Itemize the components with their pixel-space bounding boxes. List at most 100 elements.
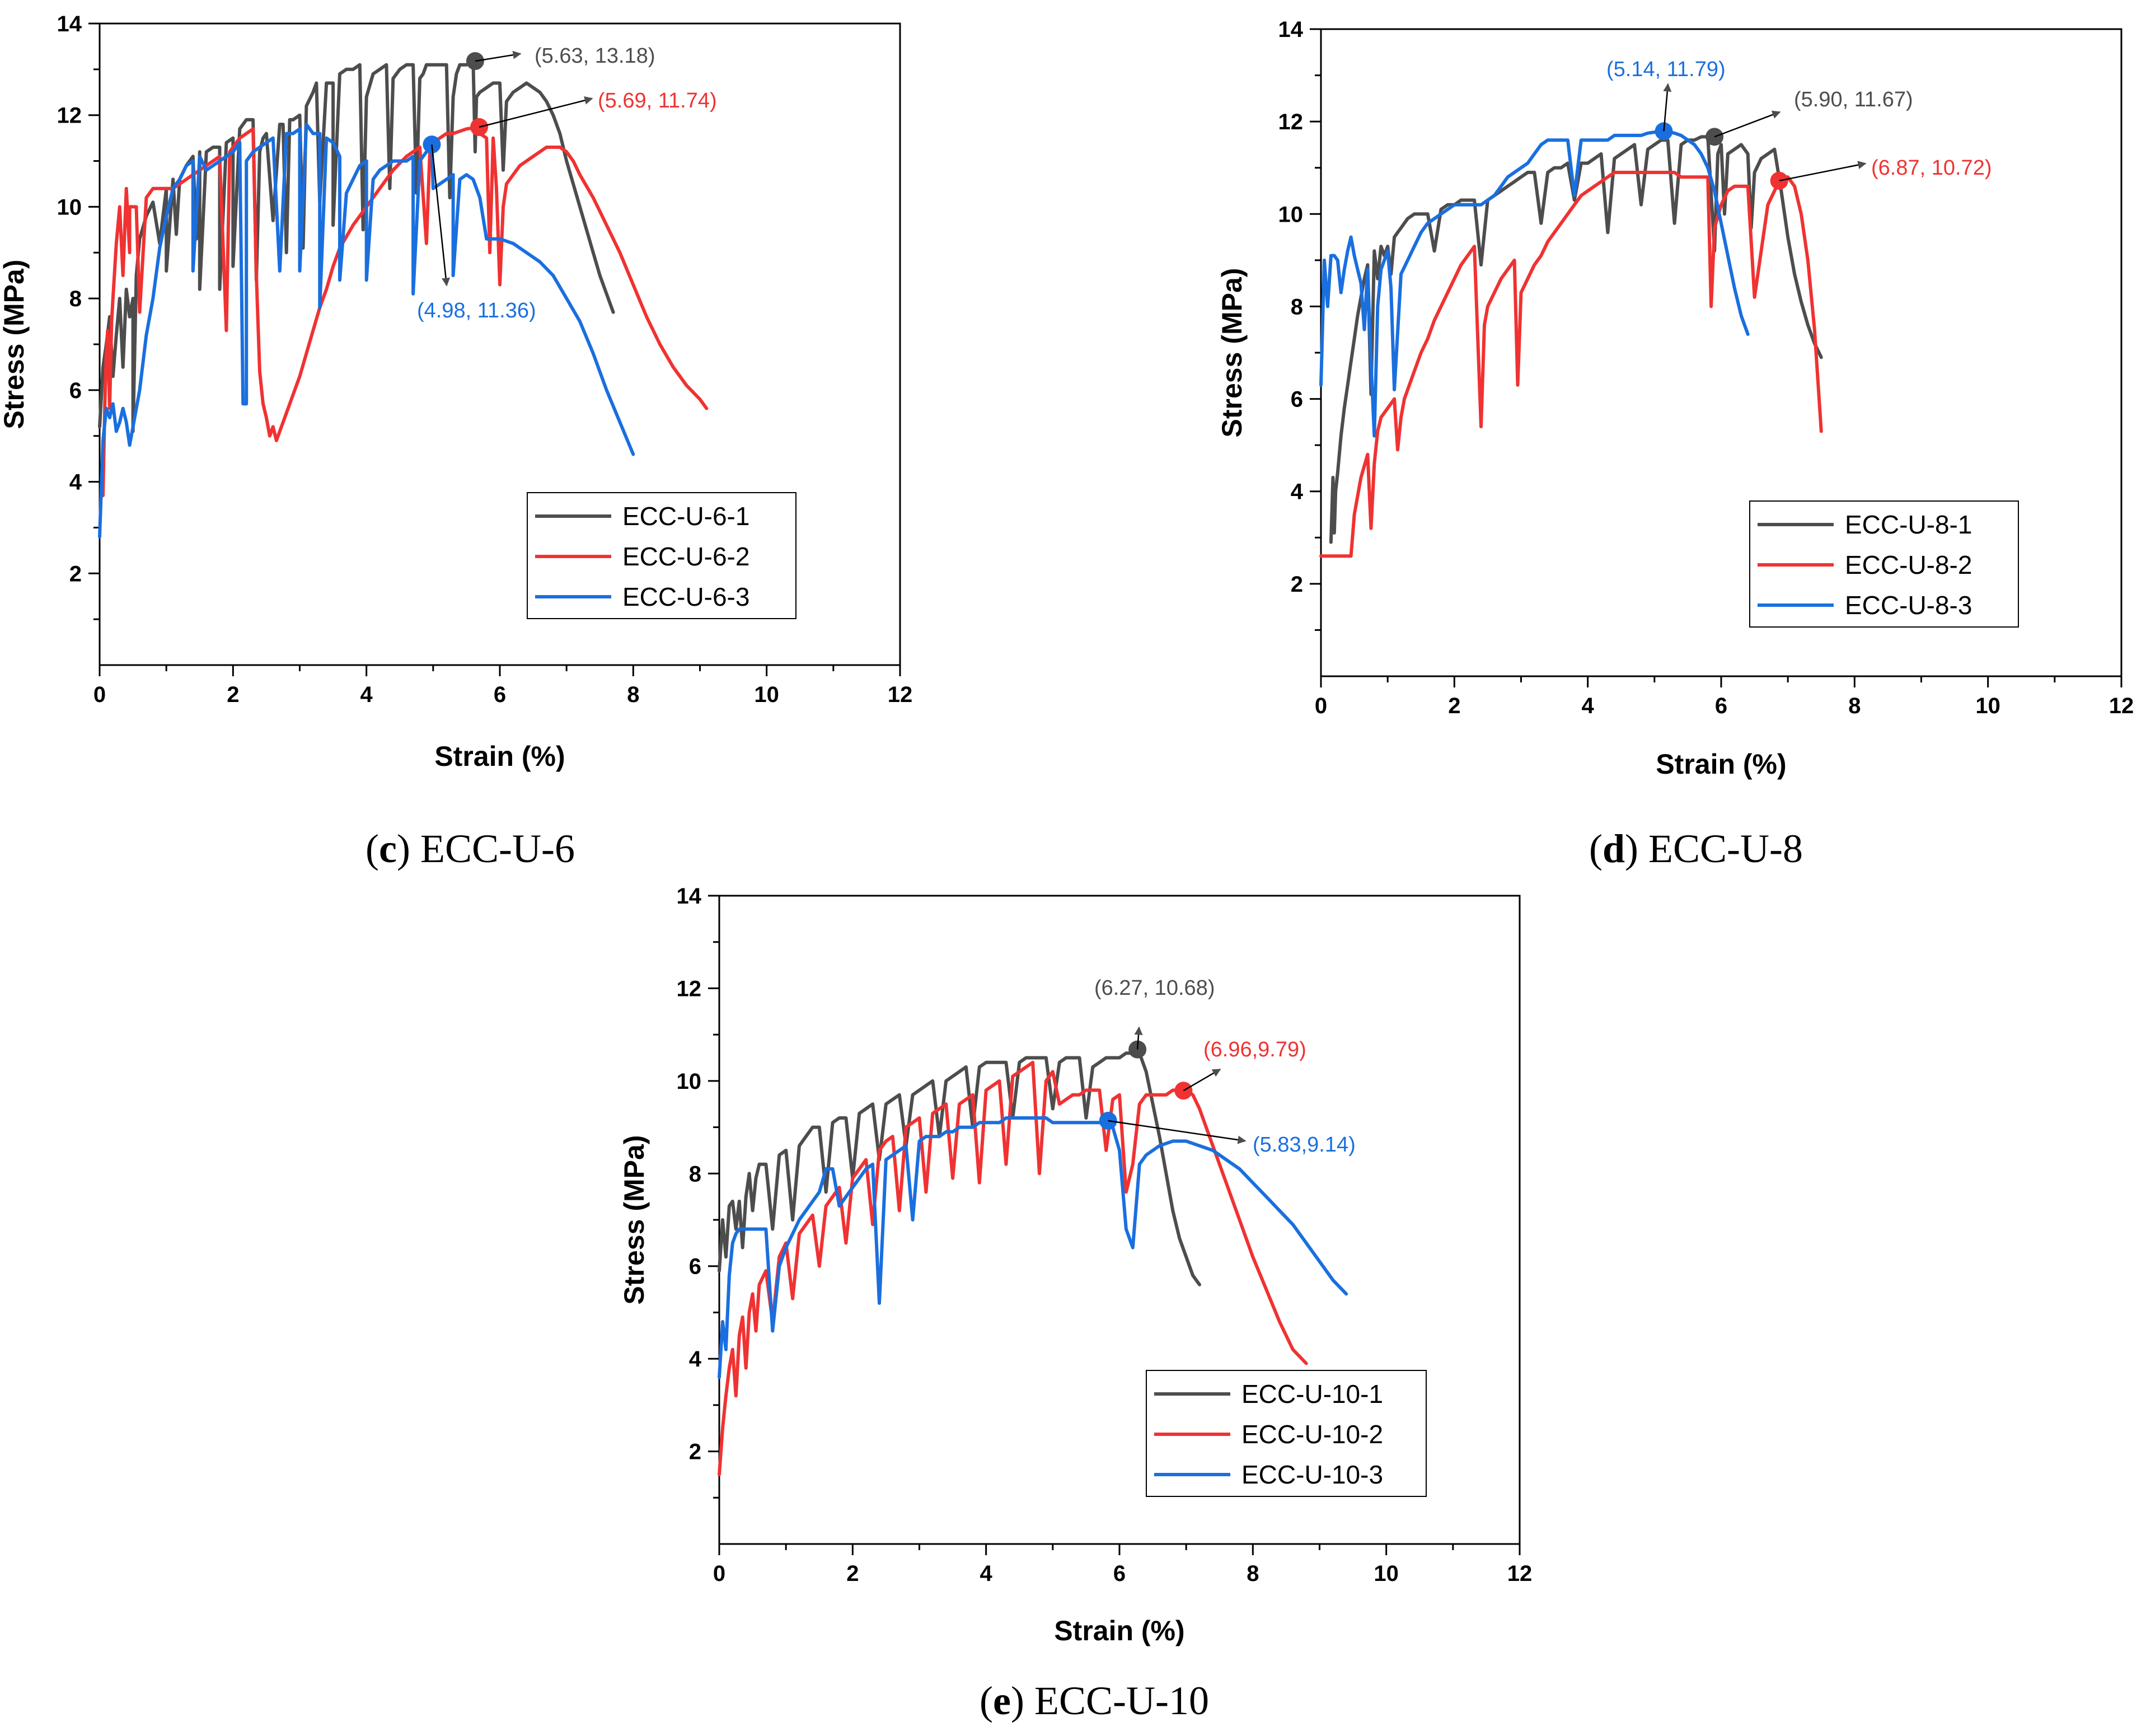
caption-text: ECC-U-10 — [1024, 1678, 1209, 1723]
caption-paren-open: ( — [980, 1678, 993, 1723]
chart-ecc-u-10: 0 2 4 6 8 10 12 2 4 6 8 10 12 14 Strain (%) Stress (MPa… — [619, 884, 1532, 1723]
y-tick-label: 14 — [1278, 17, 1304, 42]
y-tick-label: 12 — [57, 104, 82, 128]
peak-annotation-label: (6.27, 10.68) — [1094, 976, 1215, 1000]
peak-annotation-label: (6.96,9.79) — [1203, 1038, 1306, 1061]
legend-entry-ecc-u-6-3: ECC-U-6-3 — [622, 582, 749, 611]
x-tick-label: 2 — [1448, 694, 1460, 718]
x-tick-label: 4 — [1582, 694, 1595, 718]
y-tick-label: 4 — [69, 470, 82, 495]
peak-annotation-label: (5.14, 11.79) — [1606, 58, 1726, 81]
y-tick-label: 8 — [689, 1162, 701, 1186]
y-tick-label: 8 — [1291, 294, 1303, 319]
caption-letter: d — [1603, 826, 1625, 871]
annotation-arrow — [475, 50, 522, 62]
y-tick-label: 4 — [1291, 480, 1304, 504]
series-line-ecc-u-8-2 — [1319, 171, 1823, 558]
peak-annotation-label: (5.69, 11.74) — [598, 89, 717, 113]
x-tick-label: 0 — [1315, 694, 1327, 718]
peak-annotation-label: (6.87, 10.72) — [1871, 156, 1992, 180]
y-tick-label: 10 — [677, 1069, 702, 1094]
y-tick-label: 10 — [57, 195, 82, 219]
x-tick-label: 8 — [1848, 694, 1861, 718]
caption-text: ECC-U-8 — [1638, 826, 1803, 871]
figure-caption: (e) ECC-U-10 — [980, 1678, 1209, 1723]
caption-letter: e — [993, 1678, 1011, 1723]
x-tick-label: 0 — [93, 682, 106, 707]
legend: ECC-U-8-1 ECC-U-8-2 ECC-U-8-3 — [1749, 500, 2019, 628]
x-tick-label: 8 — [627, 682, 639, 707]
annotation-arrow — [431, 144, 451, 287]
annotation-arrow — [1108, 1120, 1247, 1144]
y-tick-label: 12 — [1278, 110, 1304, 134]
legend-entry-ecc-u-6-2: ECC-U-6-2 — [622, 542, 749, 571]
y-axis-title: Stress (MPa) — [0, 260, 30, 429]
x-tick-label: 10 — [1374, 1561, 1399, 1586]
y-tick-label: 10 — [1278, 202, 1304, 227]
y-tick-label: 2 — [1291, 572, 1303, 597]
series-line-ecc-u-10-1 — [718, 1047, 1201, 1286]
y-tick-label: 14 — [677, 884, 702, 909]
series-line-ecc-u-10-3 — [718, 1116, 1348, 1379]
y-tick-label: 4 — [689, 1347, 702, 1372]
y-tick-label: 14 — [57, 12, 82, 36]
x-axis-title: Strain (%) — [1656, 748, 1786, 780]
peak-annotation-label: (5.90, 11.67) — [1794, 88, 1913, 111]
legend-entry-ecc-u-10-2: ECC-U-10-2 — [1241, 1420, 1383, 1449]
annotation-arrow — [1663, 83, 1672, 132]
figure-caption: (c) ECC-U-6 — [366, 826, 575, 871]
caption-paren-open: ( — [366, 826, 379, 871]
y-axis-title: Stress (MPa) — [1216, 268, 1248, 438]
legend-entry-ecc-u-6-1: ECC-U-6-1 — [622, 502, 749, 531]
x-tick-label: 12 — [888, 682, 913, 707]
x-tick-label: 6 — [1113, 1561, 1126, 1586]
y-tick-label: 12 — [677, 976, 702, 1001]
x-tick-label: 2 — [227, 682, 239, 707]
peak-annotation-label: (5.63, 13.18) — [535, 44, 655, 68]
y-tick-label: 6 — [69, 378, 82, 403]
caption-paren-close: ) — [1625, 826, 1638, 871]
x-tick-label: 2 — [846, 1561, 859, 1586]
legend: ECC-U-6-1 ECC-U-6-2 ECC-U-6-3 — [527, 492, 796, 619]
y-axis-title: Stress (MPa) — [619, 1135, 650, 1305]
caption-paren-open: ( — [1589, 826, 1603, 871]
x-tick-label: 6 — [1715, 694, 1727, 718]
y-tick-label: 2 — [689, 1440, 701, 1464]
legend-entry-ecc-u-10-1: ECC-U-10-1 — [1241, 1379, 1383, 1409]
y-tick-label: 8 — [69, 287, 82, 311]
annotation-arrow — [479, 96, 593, 128]
x-tick-label: 8 — [1247, 1561, 1259, 1586]
annotation-arrow — [1134, 1026, 1143, 1050]
annotation-arrow — [1183, 1068, 1221, 1092]
y-tick-label: 2 — [69, 561, 82, 586]
peak-annotation-label: (4.98, 11.36) — [417, 299, 536, 322]
x-axis-title: Strain (%) — [1054, 1615, 1184, 1646]
y-tick-label: 6 — [689, 1255, 701, 1279]
x-tick-label: 4 — [360, 682, 373, 707]
chart-ecc-u-8: 0 2 4 6 8 10 12 2 4 6 8 10 12 14 Strain (%) Stress (MPa… — [1216, 17, 2134, 871]
x-axis-title: Strain (%) — [434, 741, 565, 772]
x-tick-label: 0 — [713, 1561, 725, 1586]
y-tick-label: 6 — [1291, 387, 1303, 412]
annotation-arrow — [1714, 110, 1781, 138]
x-tick-label: 10 — [754, 682, 779, 707]
legend-entry-ecc-u-8-3: ECC-U-8-3 — [1845, 591, 1972, 620]
figure-caption: (d) ECC-U-8 — [1589, 826, 1803, 871]
legend: ECC-U-10-1 ECC-U-10-2 ECC-U-10-3 — [1146, 1370, 1427, 1497]
series-line-ecc-u-8-1 — [1329, 135, 1823, 544]
legend-entry-ecc-u-8-1: ECC-U-8-1 — [1845, 510, 1972, 539]
caption-paren-close: ) — [1011, 1678, 1024, 1723]
x-tick-label: 6 — [494, 682, 506, 707]
series-line-ecc-u-6-1 — [98, 59, 615, 433]
x-tick-label: 12 — [1507, 1561, 1533, 1586]
x-tick-label: 4 — [980, 1561, 993, 1586]
x-tick-label: 12 — [2109, 694, 2134, 718]
series-line-ecc-u-6-3 — [98, 123, 635, 539]
caption-text: ECC-U-6 — [410, 826, 575, 871]
peak-annotation-label: (5.83,9.14) — [1253, 1133, 1356, 1157]
chart-ecc-u-6: 0 2 4 6 8 10 12 2 4 6 8 10 12 14 Strain (%) Stress (MPa… — [0, 12, 912, 871]
x-tick-label: 10 — [1975, 694, 2000, 718]
caption-paren-close: ) — [397, 826, 410, 871]
legend-entry-ecc-u-10-3: ECC-U-10-3 — [1241, 1460, 1383, 1489]
